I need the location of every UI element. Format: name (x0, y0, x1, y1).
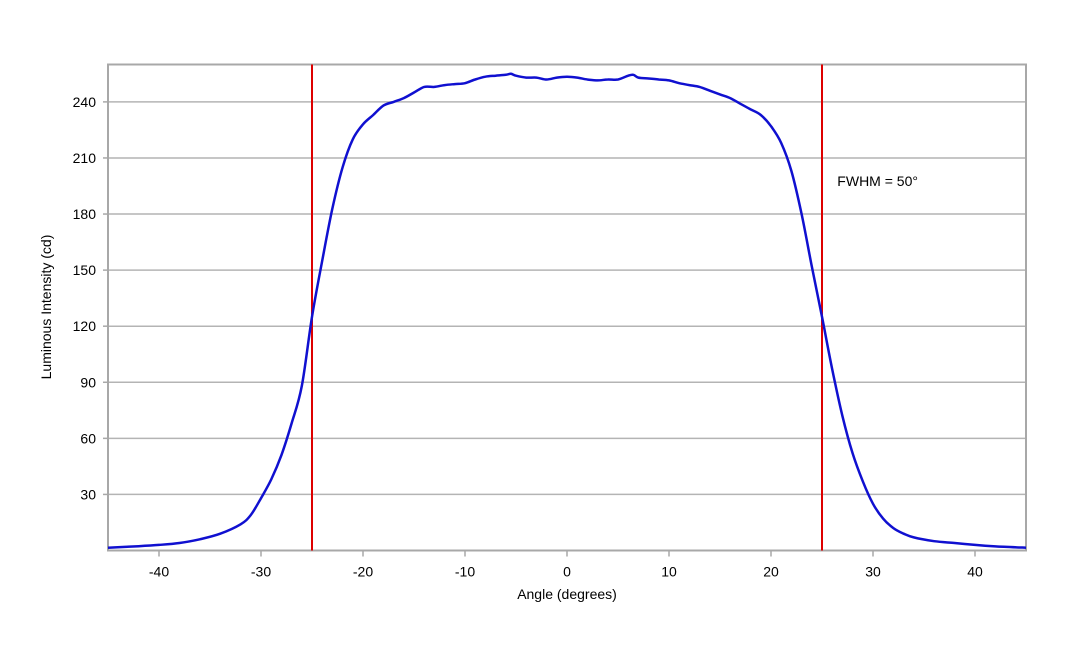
x-tick-label: 30 (865, 564, 881, 580)
x-tick-label: -20 (353, 564, 373, 580)
x-tick-label: 0 (563, 564, 571, 580)
annotation-fwhm: FWHM = 50° (837, 173, 918, 189)
y-axis-ticks: 30 60 90 120 150 180 210 240 (73, 94, 108, 502)
x-tick-label: 10 (661, 564, 677, 580)
x-tick-label: 20 (763, 564, 779, 580)
x-tick-label: 40 (967, 564, 983, 580)
x-axis-label: Angle (degrees) (517, 586, 617, 602)
x-tick-label: -40 (149, 564, 169, 580)
x-tick-label: -30 (251, 564, 271, 580)
series-line-luminous-intensity (107, 72, 1027, 549)
y-axis-label: Luminous Intensity (cd) (38, 235, 54, 380)
y-tick-label: 240 (73, 94, 97, 110)
y-tick-label: 180 (73, 206, 97, 222)
plot-area-border (107, 63, 1027, 552)
y-tick-label: 90 (80, 374, 96, 390)
y-tick-label: 210 (73, 150, 97, 166)
reference-lines (311, 64, 823, 551)
y-tick-label: 120 (73, 318, 97, 334)
y-tick-label: 150 (73, 262, 97, 278)
x-tick-label: -10 (455, 564, 475, 580)
y-tick-label: 30 (80, 486, 96, 502)
x-axis-ticks: -40 -30 -20 -10 0 10 20 30 40 (149, 550, 983, 580)
gridlines (108, 101, 1026, 496)
y-tick-label: 60 (80, 430, 96, 446)
